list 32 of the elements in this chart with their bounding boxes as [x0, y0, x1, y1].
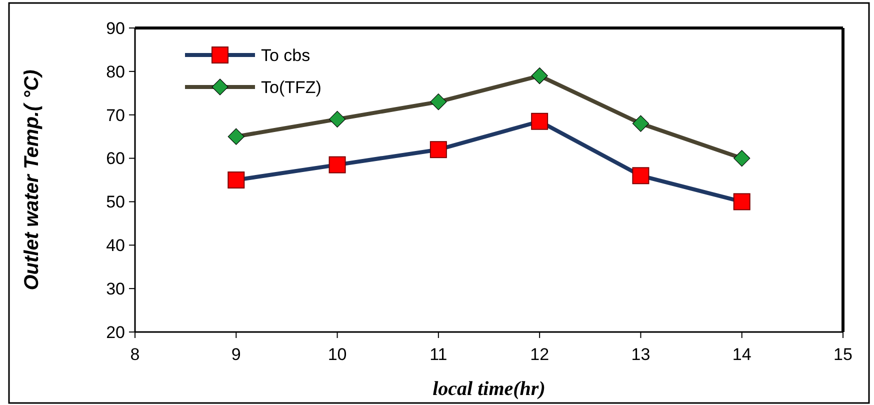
legend-label: To cbs — [261, 46, 310, 65]
y-tick-label: 20 — [106, 322, 125, 342]
x-tick-label: 15 — [834, 345, 852, 364]
y-tick-label: 90 — [106, 18, 125, 38]
y-tick-label: 30 — [106, 280, 125, 299]
point — [430, 94, 447, 110]
y-tick-label: 70 — [106, 106, 125, 125]
point — [632, 115, 650, 132]
point — [228, 128, 244, 145]
x-tick-label: 12 — [530, 345, 550, 364]
x-tick-label: 9 — [231, 345, 241, 364]
point — [733, 193, 750, 210]
point — [531, 67, 548, 84]
point — [328, 110, 346, 128]
point — [734, 150, 750, 167]
point — [328, 156, 346, 174]
x-tick-label: 13 — [631, 345, 650, 364]
x-tick-label: 8 — [130, 345, 140, 364]
y-tick-label: 80 — [106, 62, 125, 82]
point — [228, 172, 245, 188]
point — [531, 112, 548, 130]
legend-label: To(TFZ) — [261, 78, 322, 97]
x-tick-label: 11 — [430, 345, 448, 364]
y-tick-label: 60 — [106, 149, 125, 168]
point — [430, 141, 447, 158]
x-tick-label: 14 — [732, 345, 752, 364]
y-axis-title: Outlet water Temp.( °C) — [21, 69, 43, 290]
y-tick-label: 50 — [106, 192, 125, 212]
x-axis-title: local time(hr) — [432, 378, 546, 400]
y-tick-label: 40 — [106, 236, 125, 256]
point — [632, 167, 650, 184]
x-tick-label: 10 — [328, 345, 347, 364]
